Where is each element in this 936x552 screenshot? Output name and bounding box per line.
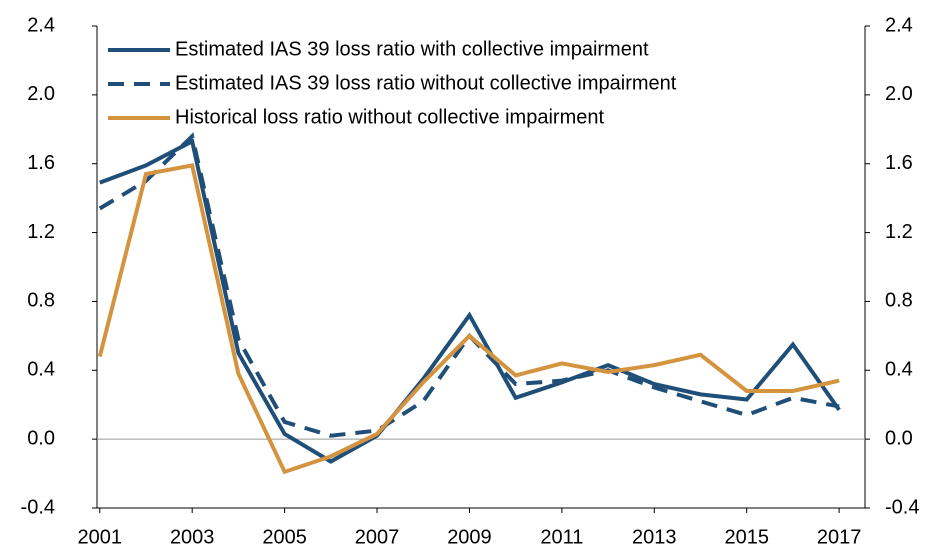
y2-tick-label: 1.6 — [885, 152, 913, 174]
y-tick-label: 0.4 — [27, 359, 55, 381]
y-tick-label: 2.0 — [27, 83, 55, 105]
y2-tick-label: 0.0 — [885, 427, 913, 449]
y-tick-label: 0.0 — [27, 427, 55, 449]
y-tick-label: 2.4 — [27, 14, 55, 36]
y2-tick-label: 0.4 — [885, 359, 913, 381]
x-tick-label: 2015 — [724, 526, 769, 548]
x-tick-label: 2009 — [447, 526, 492, 548]
y2-tick-label: 2.4 — [885, 14, 913, 36]
series-line — [97, 163, 840, 475]
x-tick-label: 2005 — [262, 526, 307, 548]
y2-tick-label: -0.4 — [885, 496, 919, 518]
y2-tick-label: 1.2 — [885, 221, 913, 243]
x-tick-label: 2017 — [817, 526, 862, 548]
legend-label: Estimated IAS 39 loss ratio with collect… — [175, 38, 649, 60]
y2-tick-label: 0.8 — [885, 290, 913, 312]
y-tick-label: 0.8 — [27, 290, 55, 312]
x-tick-label: 2007 — [355, 526, 400, 548]
x-tick-label: 2003 — [170, 526, 215, 548]
series-line — [99, 138, 841, 464]
legend-label: Estimated IAS 39 loss ratio without coll… — [175, 72, 677, 94]
x-tick-label: 2001 — [78, 526, 123, 548]
legend-label: Historical loss ratio without collective… — [175, 106, 604, 128]
y2-tick-label: 2.0 — [885, 83, 913, 105]
x-tick-label: 2011 — [540, 526, 583, 548]
y-tick-label: 1.6 — [27, 152, 55, 174]
series-line — [98, 132, 840, 438]
y-tick-label: -0.4 — [21, 496, 55, 518]
x-tick-label: 2013 — [632, 526, 677, 548]
y-tick-label: 1.2 — [27, 221, 55, 243]
